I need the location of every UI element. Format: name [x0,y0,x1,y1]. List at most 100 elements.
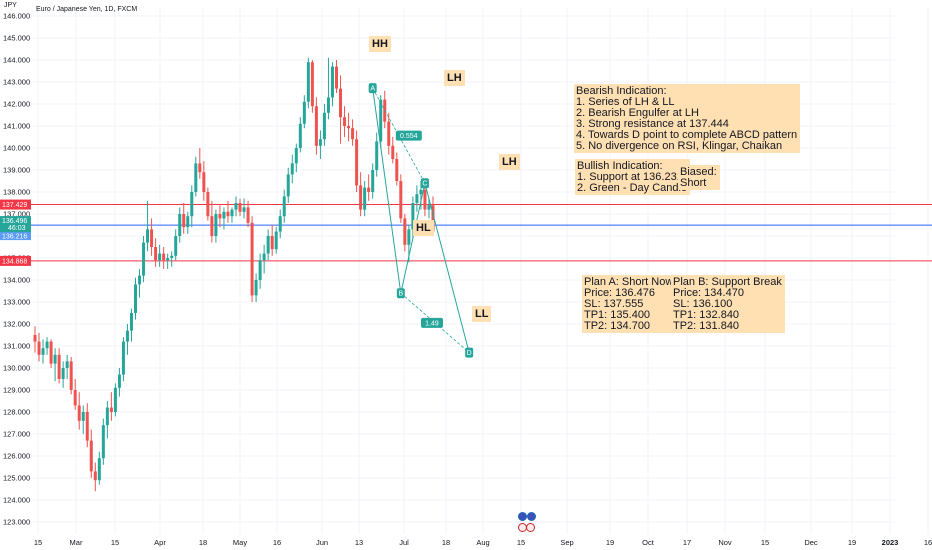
pattern-point-label: C [422,181,427,188]
candle-body [347,126,351,129]
pattern-point-marker [420,178,429,189]
note-line: TP1: 132.840 [673,309,740,321]
x-tick-label: 15 [34,538,42,547]
candle-body [391,145,395,159]
candle-body [69,361,73,390]
x-tick-label: May [233,538,247,547]
candle-body [174,236,178,256]
candle-body [162,253,166,261]
support-price-tag-label: 134.868 [2,258,27,265]
swing-label-lh-2[interactable]: LH [499,154,520,170]
candle-body [326,97,330,113]
candle-body [182,214,186,228]
candle-body [65,361,69,368]
x-tick-label: 16 [273,538,281,547]
x-tick-label: Oct [642,538,655,547]
candle-body [89,440,93,472]
note-line: SL: 136.100 [673,298,733,310]
x-tick-label: 17 [683,538,691,547]
event-flag-icon[interactable] [526,523,535,532]
pattern-leg [372,88,470,353]
candle-body [178,214,182,236]
candle-body [262,253,266,261]
swing-label-ll[interactable]: LL [472,306,492,322]
candlestick-series [33,57,435,492]
candle-body [61,368,65,379]
x-tick-label: 18 [442,538,450,547]
candle-body [379,99,383,142]
candle-body [210,216,214,236]
candle-body [407,229,411,245]
abcd-pattern[interactable]: A B C D 0.554 1.49 [368,83,474,358]
candle-body [306,62,310,102]
countdown-label: 46:03 [8,225,26,232]
candle-body [190,192,194,217]
candle-body [242,207,246,212]
candle-body [423,189,427,210]
y-tick-label: 133.000 [3,298,30,307]
x-tick-label: 2023 [882,538,899,547]
candle-body [234,203,238,210]
candle-body [218,214,222,219]
candle-body [138,275,142,285]
candle-body [158,253,162,261]
resistance-price-tag [0,199,31,210]
candle-body [57,354,61,379]
x-tick-label: 13 [355,538,363,547]
candle-body [258,260,262,280]
candle-body [186,216,190,228]
swing-label-hl[interactable]: HL [413,220,434,236]
y-tick-label: 140.000 [3,144,30,153]
candle-body [310,62,314,107]
swing-label-lh-1[interactable]: LH [444,70,465,86]
candle-body [246,207,250,223]
bearish-indication-note[interactable]: Bearish Indication: 1. Series of LH & LL… [574,84,801,153]
ratio-connector [372,87,426,184]
candle-body [335,66,338,89]
note-line: 5. No divergence on RSI, Klingar, Chaika… [576,140,783,152]
candle-body [134,284,137,313]
plan-b-note[interactable]: Plan B: Support Break Price: 134.470 SL:… [671,275,785,333]
candle-body [101,425,105,459]
candle-body [105,407,109,426]
event-flag-icon[interactable] [527,512,536,521]
candle-body [33,335,37,342]
candle-body [142,242,146,276]
y-tick-label: 129.000 [3,386,30,395]
y-tick-label: 145.000 [3,34,30,43]
candle-body [274,231,278,250]
candle-body [318,139,322,146]
x-tick-label: 15 [111,538,119,547]
candle-body [431,205,435,232]
ratio-badge-label: 1.49 [425,320,439,327]
event-flag-icon[interactable] [518,512,527,521]
candle-body [109,407,113,412]
candle-body [113,387,117,412]
y-tick-label: 131.000 [3,342,30,351]
candle-body [266,236,270,254]
swing-label-hh[interactable]: HH [369,36,391,52]
candle-body [339,88,343,118]
bullish-indication-note[interactable]: Bullish Indication: 1. Support at 136.23… [575,159,691,195]
candle-body [395,159,399,181]
ratio-badge-label: 0.554 [400,133,418,140]
current-price-label: 136.496 [2,218,27,225]
ratio-badge [420,317,443,328]
plan-a-note[interactable]: Plan A: Short Now Price: 136.476 SL: 137… [582,275,677,333]
note-line: TP1: 135.400 [584,309,651,321]
candle-body [222,211,226,219]
candle-body [49,341,53,364]
note-line: 2. Bearish Engulfer at LH [576,107,699,119]
biased-note[interactable]: Biased: Short [678,165,720,190]
candle-body [230,209,234,217]
candle-body [154,247,158,261]
x-tick-label: 18 [199,538,207,547]
x-axis: 15 Mar 15 Apr 18 May 16 Jun 13 Jul 18 Aug 15 Sep 19 Oct… [34,538,932,547]
candle-body [202,172,206,192]
y-tick-label: 126.000 [3,452,30,461]
note-line: Plan A: Short Now [584,276,674,288]
pattern-point-marker [396,288,405,299]
note-line: Price: 134.470 [673,287,744,299]
x-tick-label: Apr [154,538,166,547]
